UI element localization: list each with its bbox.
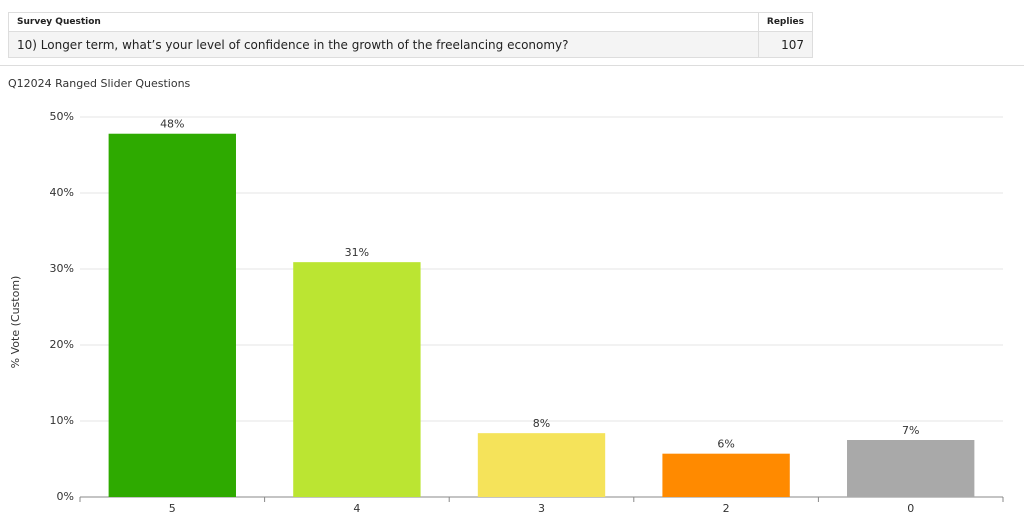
chart-title: Q12024 Ranged Slider Questions	[8, 77, 191, 90]
header-row: Survey Question Replies	[8, 12, 814, 32]
value-label: 7%	[902, 424, 919, 437]
bar	[293, 262, 421, 497]
x-tick-label: 4	[353, 502, 360, 515]
value-label: 31%	[345, 246, 369, 259]
y-tick-label: 50%	[50, 110, 74, 123]
y-axis-label: % Vote (Custom)	[9, 276, 22, 369]
bar	[477, 433, 606, 497]
x-tick-label: 5	[169, 502, 176, 515]
value-label: 6%	[717, 438, 734, 451]
bar	[662, 453, 790, 497]
replies-cell: 107	[757, 31, 814, 58]
value-label: 48%	[160, 118, 184, 131]
x-tick-label: 0	[907, 502, 914, 515]
y-tick-label: 40%	[50, 186, 74, 199]
y-tick-label: 0%	[57, 490, 74, 503]
bar	[108, 133, 236, 497]
y-tick-label: 30%	[50, 262, 74, 275]
x-tick-label: 2	[723, 502, 730, 515]
table-row: 10) Longer term, what’s your level of co…	[8, 31, 814, 58]
column-header: Survey Question	[8, 12, 759, 32]
x-tick-label: 3	[538, 502, 545, 515]
y-tick-label: 20%	[50, 338, 74, 351]
y-tick-label: 10%	[50, 414, 74, 427]
question-table: Survey Question Replies 10) Longer term,…	[8, 12, 814, 58]
question-cell: 10) Longer term, what’s your level of co…	[8, 31, 759, 58]
value-label: 8%	[533, 417, 550, 430]
bar	[847, 440, 975, 497]
divider	[0, 65, 1024, 66]
column-header: Replies	[757, 12, 814, 32]
